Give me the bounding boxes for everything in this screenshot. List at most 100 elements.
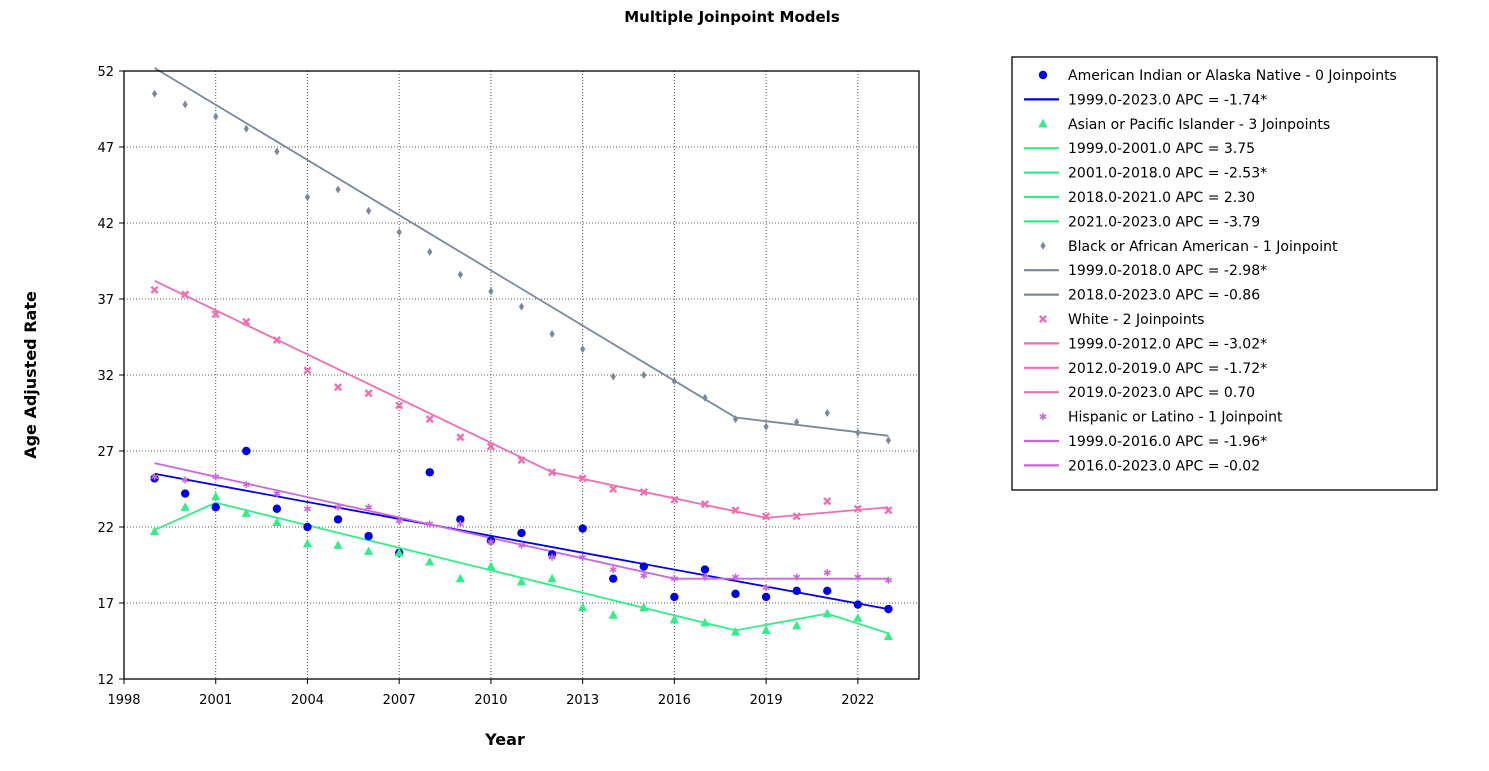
legend-marker bbox=[1038, 70, 1048, 80]
data-point bbox=[303, 366, 312, 375]
y-tick-label: 42 bbox=[97, 217, 114, 232]
data-point bbox=[394, 547, 404, 557]
data-point bbox=[335, 185, 341, 194]
legend-segment-label: 2016.0-2023.0 APC = -0.02 bbox=[1068, 458, 1260, 474]
data-point bbox=[426, 520, 434, 528]
legend-segment-label: 1999.0-2023.0 APC = -1.74* bbox=[1068, 92, 1267, 108]
data-point bbox=[762, 584, 770, 592]
data-point bbox=[516, 576, 527, 586]
data-point bbox=[303, 505, 312, 513]
data-point bbox=[395, 401, 404, 410]
data-point bbox=[792, 620, 802, 630]
data-point bbox=[639, 562, 649, 571]
data-point bbox=[456, 515, 465, 524]
grid-lines bbox=[124, 71, 919, 679]
data-point bbox=[884, 604, 893, 614]
legend-segment-label: 2019.0-2023.0 APC = 0.70 bbox=[1068, 385, 1255, 401]
data-point bbox=[854, 573, 862, 581]
data-point bbox=[762, 512, 771, 521]
data-point bbox=[609, 574, 618, 583]
data-point bbox=[883, 631, 894, 641]
data-point bbox=[427, 247, 433, 256]
x-tick-label: 2016 bbox=[658, 693, 691, 708]
data-point bbox=[761, 625, 771, 634]
data-point bbox=[213, 112, 219, 121]
data-point bbox=[364, 546, 374, 555]
x-tick-label: 2004 bbox=[291, 693, 324, 708]
fit-line-series-1 bbox=[154, 501, 889, 635]
legend-series-label: Black or African American - 1 Joinpoint bbox=[1068, 239, 1338, 255]
data-point bbox=[609, 484, 618, 494]
data-point bbox=[365, 503, 373, 511]
data-point bbox=[885, 436, 892, 445]
data-point bbox=[579, 553, 587, 561]
data-point bbox=[610, 372, 616, 381]
data-point bbox=[669, 614, 679, 624]
data-point bbox=[730, 626, 741, 636]
legend-segment-label: 1999.0-2018.0 APC = -2.98* bbox=[1068, 263, 1267, 279]
data-point bbox=[274, 147, 280, 156]
data-point bbox=[425, 556, 435, 566]
data-point bbox=[150, 285, 159, 294]
data-point bbox=[823, 586, 832, 596]
y-tick-label: 12 bbox=[97, 673, 114, 688]
data-point bbox=[425, 415, 434, 424]
data-point bbox=[486, 561, 496, 571]
data-point bbox=[823, 497, 832, 506]
data-point bbox=[180, 502, 190, 511]
y-tick-label: 17 bbox=[97, 597, 114, 612]
legend-marker bbox=[1039, 413, 1047, 421]
data-point bbox=[150, 473, 159, 481]
data-point bbox=[334, 503, 342, 511]
y-tick-label: 22 bbox=[97, 521, 114, 536]
data-point bbox=[580, 345, 586, 354]
data-point bbox=[794, 418, 800, 427]
data-point bbox=[701, 573, 709, 581]
data-point bbox=[242, 317, 251, 326]
legend-segment-label: 2018.0-2023.0 APC = -0.86 bbox=[1068, 288, 1260, 304]
data-point bbox=[884, 506, 893, 515]
legend-marker bbox=[1040, 241, 1046, 250]
data-point bbox=[180, 489, 190, 498]
data-point bbox=[792, 512, 801, 521]
data-point bbox=[486, 442, 495, 451]
data-point bbox=[670, 592, 679, 602]
legend-series-label: Asian or Pacific Islander - 3 Joinpoints bbox=[1068, 117, 1330, 133]
data-point bbox=[578, 474, 587, 483]
data-point bbox=[549, 329, 555, 338]
data-point bbox=[211, 491, 221, 501]
series-points-3 bbox=[150, 285, 893, 521]
y-tick-label: 27 bbox=[97, 445, 114, 460]
data-point bbox=[731, 589, 740, 599]
data-point bbox=[609, 566, 617, 574]
data-point bbox=[700, 500, 710, 509]
data-point bbox=[456, 520, 464, 528]
data-point bbox=[212, 473, 220, 481]
x-tick-label: 2001 bbox=[199, 693, 232, 708]
y-tick-label: 47 bbox=[97, 141, 114, 156]
data-point bbox=[211, 503, 220, 512]
legend-segment-label: 2018.0-2021.0 APC = 2.30 bbox=[1068, 190, 1255, 206]
legend-marker bbox=[1038, 118, 1048, 128]
fit-line-series-3 bbox=[154, 279, 889, 519]
data-point bbox=[853, 613, 863, 622]
data-point bbox=[364, 531, 373, 541]
x-tick-label: 2013 bbox=[566, 693, 599, 708]
series-points-2 bbox=[151, 89, 892, 445]
data-point bbox=[640, 572, 648, 580]
legend-marker bbox=[1038, 314, 1048, 324]
data-point bbox=[425, 468, 434, 477]
data-point bbox=[242, 480, 250, 488]
series-points-4 bbox=[150, 473, 893, 592]
data-point bbox=[824, 409, 830, 417]
fit-line-series-4 bbox=[154, 462, 889, 580]
legend-segment-label: 1999.0-2016.0 APC = -1.96* bbox=[1068, 434, 1267, 450]
data-point bbox=[517, 541, 526, 549]
data-point bbox=[364, 389, 373, 398]
data-point bbox=[731, 573, 740, 581]
data-point bbox=[243, 124, 249, 133]
data-point bbox=[700, 617, 710, 627]
x-tick-label: 2007 bbox=[383, 693, 416, 708]
data-point bbox=[731, 506, 740, 515]
